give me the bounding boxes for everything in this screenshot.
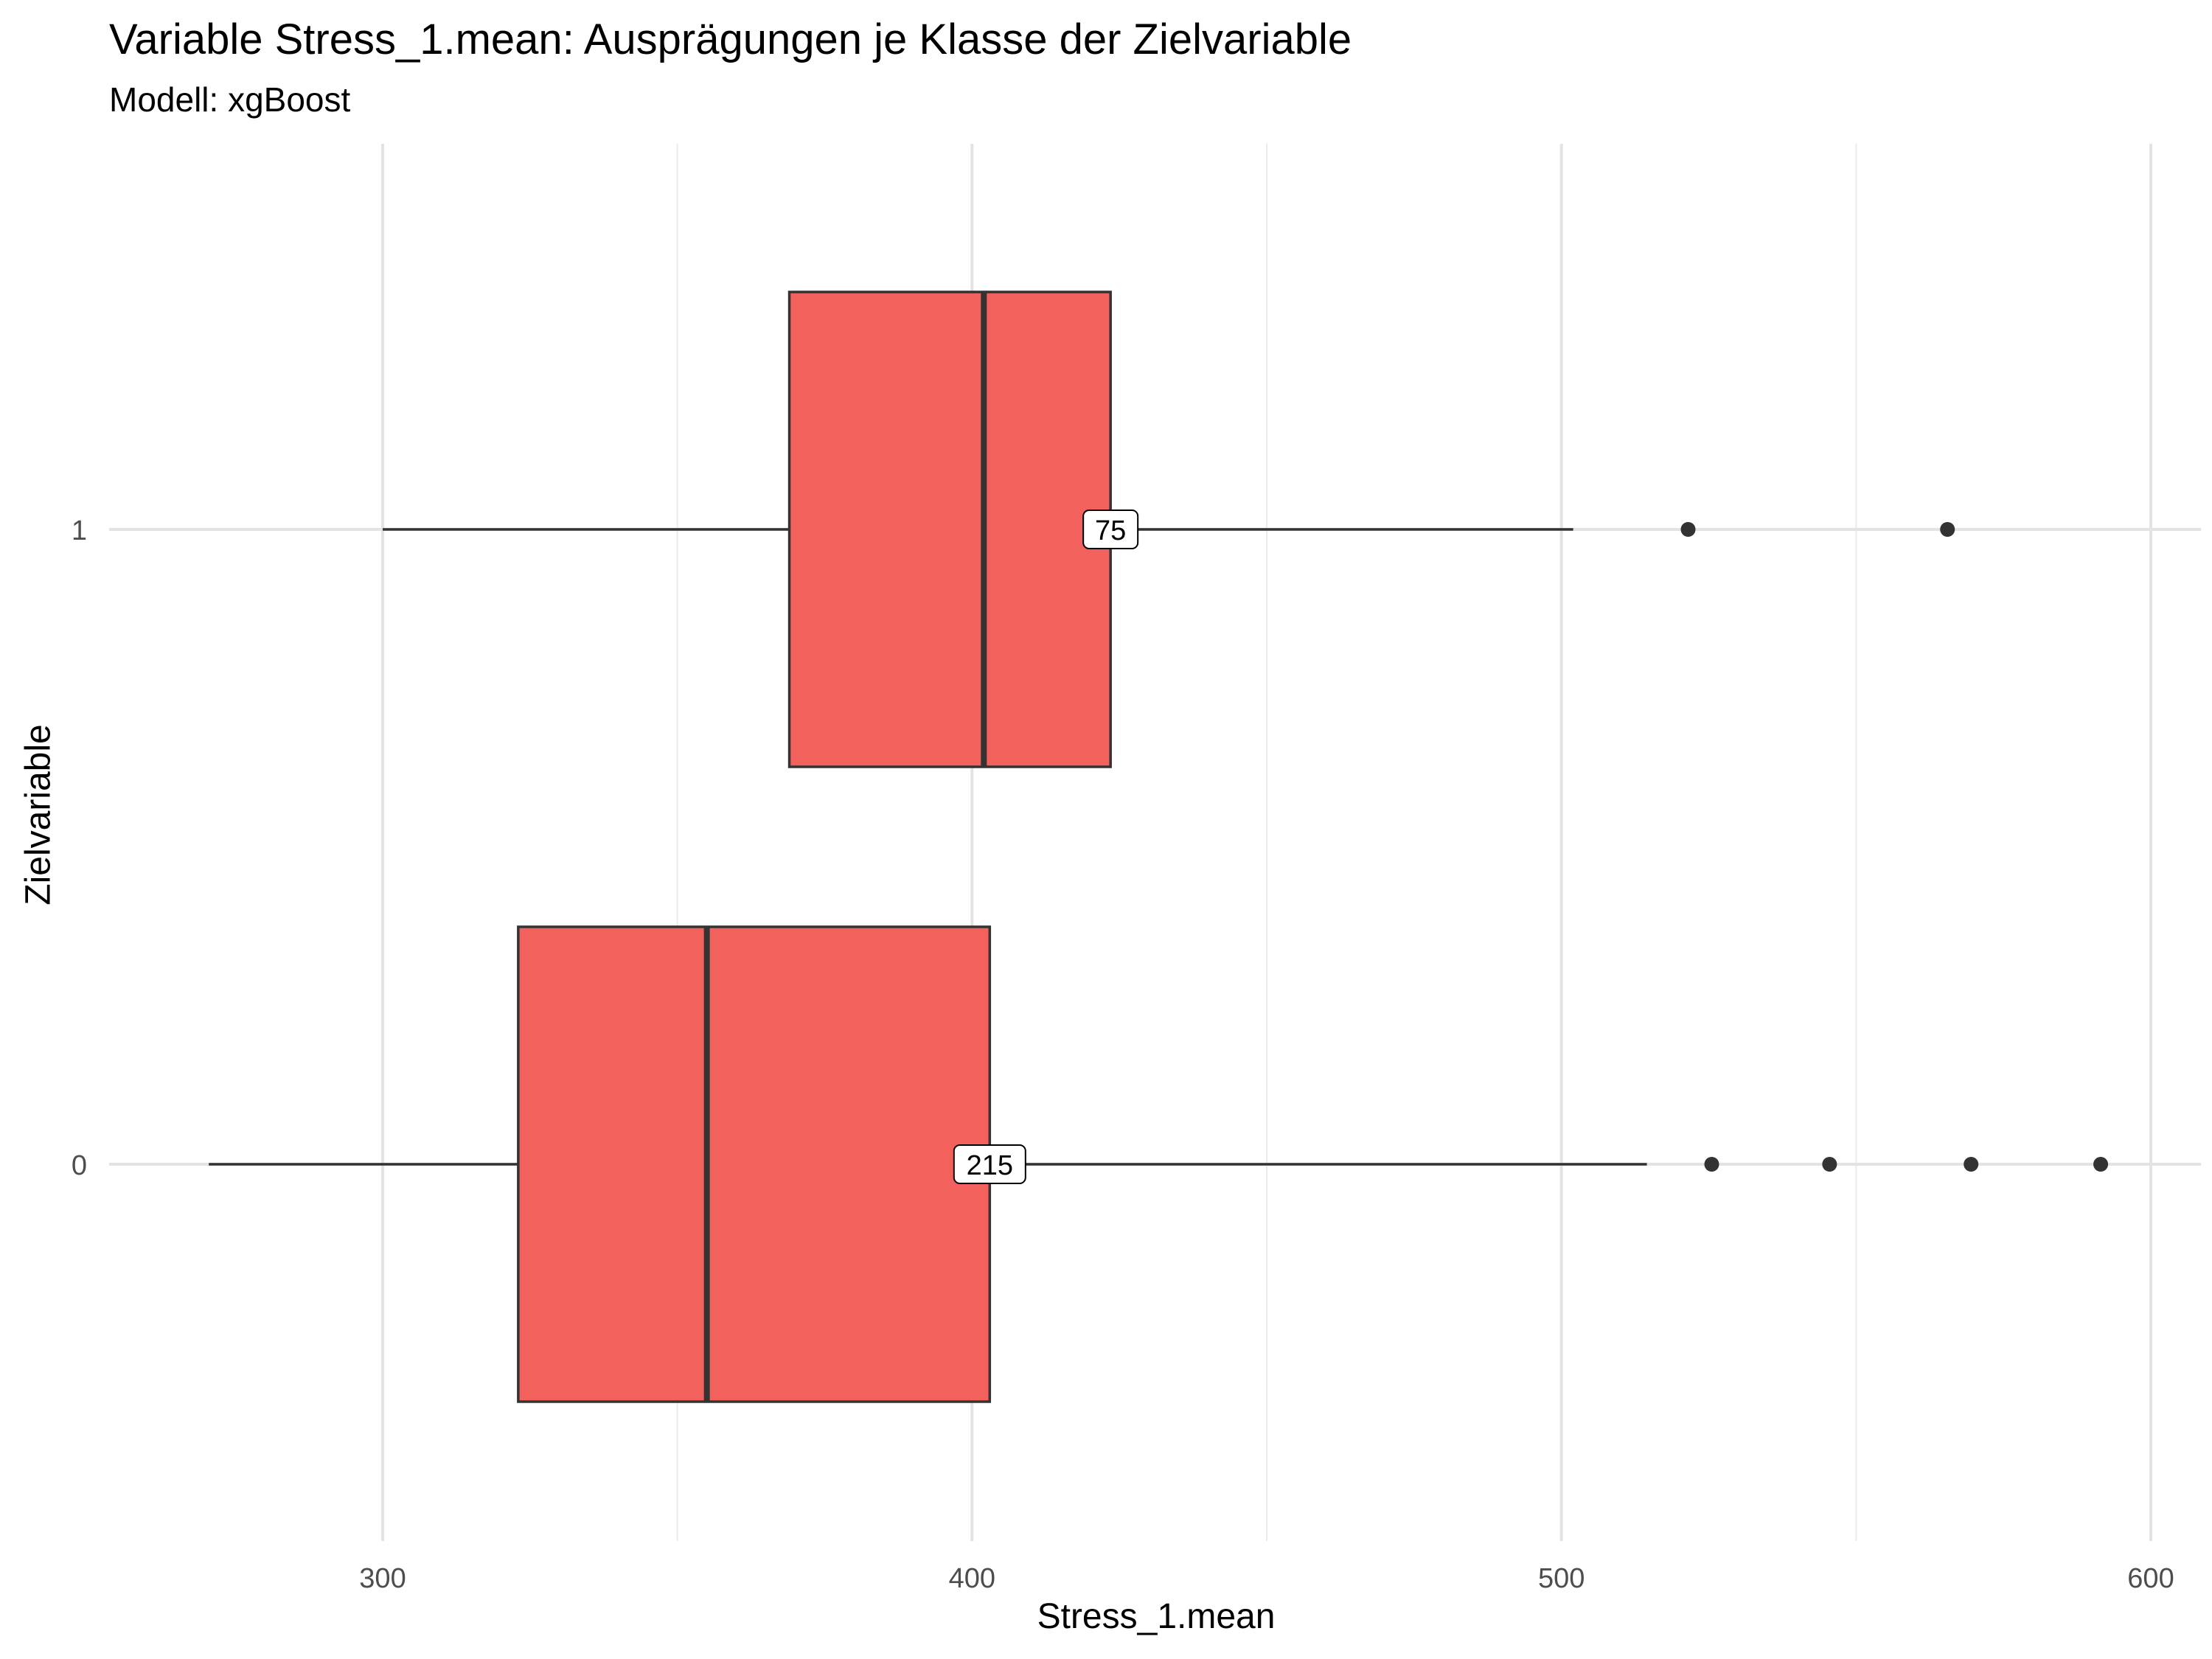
chart-title: Variable Stress_1.mean: Ausprägungen je … xyxy=(109,15,1352,63)
outlier-point xyxy=(1822,1157,1837,1172)
outlier-point xyxy=(1940,522,1955,537)
outlier-point xyxy=(1964,1157,1979,1172)
x-tick-label: 600 xyxy=(2127,1563,2174,1594)
y-tick-label: 1 xyxy=(72,515,87,546)
iqr-box xyxy=(517,925,992,1403)
count-label: 75 xyxy=(1095,515,1126,546)
count-label-box xyxy=(953,1144,1026,1184)
count-label-box xyxy=(1082,509,1139,549)
iqr-box xyxy=(787,291,1112,768)
x-tick-label: 300 xyxy=(359,1563,406,1594)
outlier-point xyxy=(2093,1157,2109,1172)
chart-subtitle: Modell: xgBoost xyxy=(109,80,351,119)
x-axis-label: Stress_1.mean xyxy=(1037,1597,1276,1636)
outlier-point xyxy=(1704,1157,1719,1172)
count-label: 215 xyxy=(967,1150,1013,1181)
y-tick-label: 0 xyxy=(72,1150,87,1181)
x-tick-label: 500 xyxy=(1538,1563,1585,1594)
outlier-point xyxy=(1680,522,1696,537)
x-tick-label: 400 xyxy=(949,1563,995,1594)
